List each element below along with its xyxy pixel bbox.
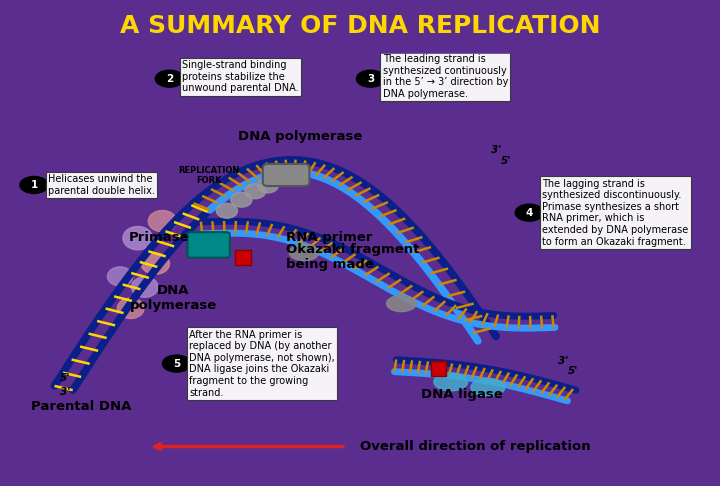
Circle shape [20, 176, 48, 193]
Ellipse shape [387, 295, 416, 312]
Circle shape [163, 355, 191, 372]
Ellipse shape [257, 178, 279, 193]
Text: 3': 3' [490, 145, 501, 155]
Text: 3': 3' [60, 387, 71, 398]
Ellipse shape [131, 277, 158, 297]
Ellipse shape [148, 210, 176, 232]
FancyBboxPatch shape [263, 164, 310, 186]
Text: RNA primer: RNA primer [287, 231, 373, 243]
Text: REPLICATION
FORK: REPLICATION FORK [178, 166, 239, 185]
Text: 5': 5' [60, 373, 71, 382]
Text: DNA polymerase: DNA polymerase [238, 130, 362, 143]
Ellipse shape [289, 244, 319, 260]
Bar [235, 250, 251, 265]
Ellipse shape [471, 379, 505, 397]
Ellipse shape [245, 184, 266, 199]
Text: 3': 3' [557, 356, 568, 365]
Text: 1: 1 [30, 180, 37, 190]
Text: Primase: Primase [129, 231, 189, 243]
Text: Okazaki fragment
being made: Okazaki fragment being made [287, 243, 420, 271]
Circle shape [356, 70, 384, 87]
Ellipse shape [231, 192, 252, 207]
FancyBboxPatch shape [187, 232, 230, 258]
Text: DNA
polymerase: DNA polymerase [130, 284, 217, 312]
Text: A SUMMARY OF DNA REPLICATION: A SUMMARY OF DNA REPLICATION [120, 14, 600, 37]
Circle shape [156, 70, 184, 87]
Text: 5: 5 [173, 359, 180, 368]
Ellipse shape [117, 298, 144, 318]
Ellipse shape [107, 267, 132, 286]
Text: DNA ligase: DNA ligase [421, 388, 503, 400]
Circle shape [516, 204, 544, 221]
Text: Helicases unwind the
parental double helix.: Helicases unwind the parental double hel… [48, 174, 155, 196]
Text: 5': 5' [501, 156, 511, 166]
Text: 5': 5' [568, 366, 579, 376]
Text: Overall direction of replication: Overall direction of replication [360, 440, 590, 453]
Text: Single-strand binding
proteins stabilize the
unwound parental DNA.: Single-strand binding proteins stabilize… [182, 60, 299, 93]
Bar [431, 361, 446, 376]
Text: The lagging strand is
synthesized discontinuously.
Primase synthesizes a short
R: The lagging strand is synthesized discon… [542, 179, 688, 246]
Text: 2: 2 [166, 74, 173, 84]
Ellipse shape [141, 253, 169, 274]
Text: Parental DNA: Parental DNA [31, 400, 132, 414]
Ellipse shape [216, 203, 238, 218]
Text: The leading strand is
synthesized continuously
in the 5’ → 3’ direction by
DNA p: The leading strand is synthesized contin… [382, 54, 508, 99]
Ellipse shape [434, 373, 468, 391]
Ellipse shape [123, 226, 153, 250]
Text: 3: 3 [367, 74, 374, 84]
Text: 4: 4 [526, 208, 533, 218]
Text: After the RNA primer is
replaced by DNA (by another
DNA polymerase, not shown),
: After the RNA primer is replaced by DNA … [189, 330, 335, 398]
